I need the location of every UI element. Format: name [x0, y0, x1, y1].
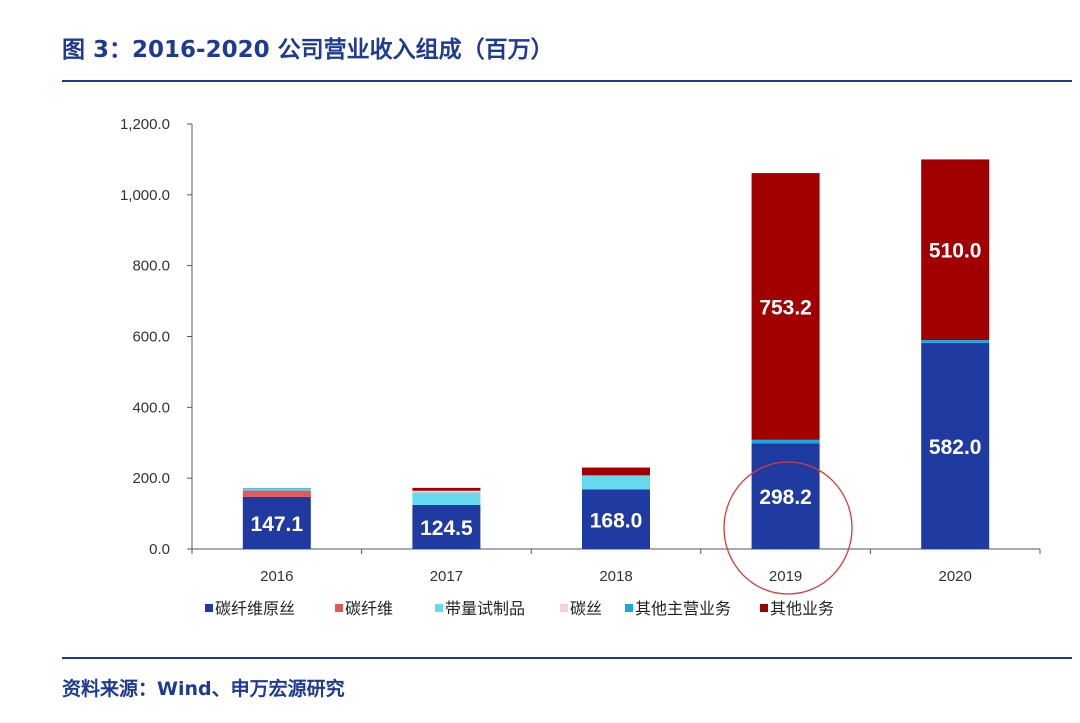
- top-rule: [62, 80, 1072, 82]
- legend-label: 碳丝: [570, 599, 602, 618]
- source-note: 资料来源：Wind、申万宏源研究: [62, 678, 345, 700]
- bar-series: [242, 159, 990, 549]
- bar-segment: [242, 488, 311, 491]
- y-tick-label: 400.0: [132, 399, 170, 416]
- bar-segment: [582, 489, 650, 549]
- legend-label: 碳纤维: [345, 599, 393, 618]
- bar-segment: [412, 504, 481, 549]
- y-tick-label: 800.0: [132, 258, 170, 275]
- data-label: 124.5: [420, 517, 473, 540]
- chart-title: 图 3：2016-2020 公司营业收入组成（百万）: [62, 37, 554, 63]
- y-tick-label: 200.0: [132, 470, 170, 487]
- legend-label: 其他主营业务: [635, 599, 731, 618]
- bar-segment: [242, 488, 311, 489]
- x-category-label: 2018: [599, 568, 632, 585]
- y-tick-label: 600.0: [132, 329, 170, 346]
- legend-swatch: [560, 604, 568, 612]
- bar-segment: [242, 490, 311, 497]
- x-category-label: 2016: [260, 568, 293, 585]
- bar-segment: [412, 490, 481, 493]
- bar-segment: [751, 439, 820, 444]
- data-label: 753.2: [759, 296, 812, 319]
- category-labels: 2016 2017 2018 2019 2020: [260, 568, 972, 585]
- legend-swatch: [435, 604, 443, 612]
- stacked-bar-chart: 0.0 200.0 400.0 600.0 800.0 1,000.0 1,200.0 14…: [120, 116, 1041, 618]
- data-labels: 147.1 124.5 168.0 298.2 753.2 582.0 510.0: [251, 240, 982, 540]
- bar-segment: [242, 496, 311, 549]
- bar-segment: [412, 487, 481, 491]
- data-label: 510.0: [929, 240, 982, 263]
- bar-segment: [921, 340, 990, 343]
- legend-swatch: [335, 604, 343, 612]
- y-tick-label: 1,000.0: [120, 187, 170, 204]
- bar-segment: [751, 443, 820, 549]
- data-label: 168.0: [590, 509, 643, 532]
- highlight-circle: [723, 461, 853, 595]
- bar-segment: [921, 159, 990, 341]
- legend-label: 带量试制品: [445, 599, 525, 618]
- y-tick-label: 1,200.0: [120, 116, 170, 133]
- data-label: 147.1: [251, 513, 304, 536]
- x-category-label: 2020: [939, 568, 972, 585]
- chart-axes: 0.0 200.0 400.0 600.0 800.0 1,000.0 1,200.0: [120, 116, 1041, 558]
- bar-segment: [582, 467, 650, 476]
- data-label: 582.0: [929, 436, 982, 459]
- legend-label: 碳纤维原丝: [215, 599, 295, 618]
- chart-legend: 碳纤维原丝 碳纤维 带量试制品 碳丝 其他主营业务 其他业务: [205, 599, 834, 618]
- legend-swatch: [625, 604, 633, 612]
- bar-segment: [412, 492, 481, 505]
- y-tick-label: 0.0: [149, 541, 170, 558]
- bar-segment: [751, 173, 820, 440]
- x-category-label: 2019: [769, 568, 802, 585]
- bar-segment: [921, 342, 990, 549]
- legend-label: 其他业务: [770, 599, 834, 618]
- legend-swatch: [205, 604, 213, 612]
- bar-segment: [582, 475, 650, 490]
- bottom-rule: [62, 657, 1072, 659]
- legend-swatch: [760, 604, 768, 612]
- x-category-label: 2017: [430, 568, 463, 585]
- data-label: 298.2: [759, 486, 812, 509]
